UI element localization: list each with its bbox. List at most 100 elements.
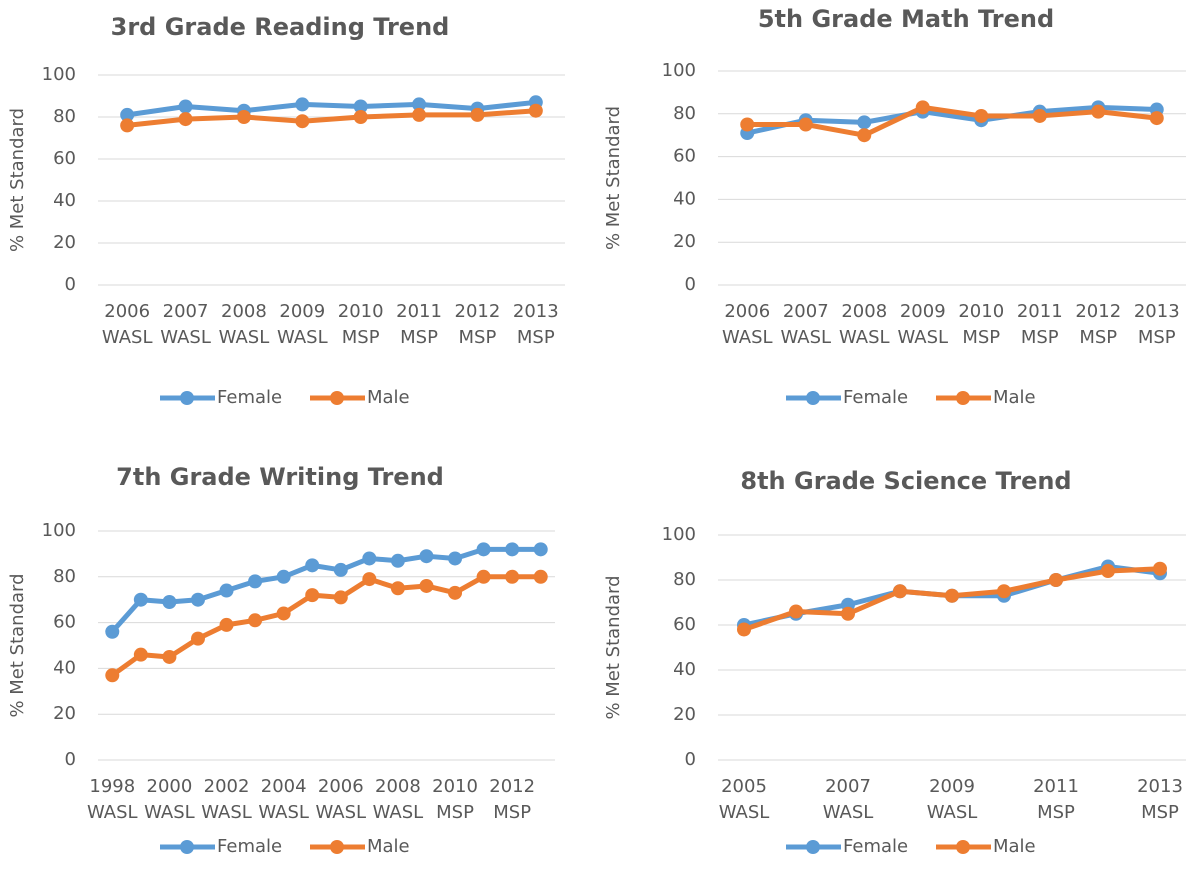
x-tick-label: 2012 MSP <box>1075 301 1122 348</box>
legend-label: Male <box>993 836 1036 857</box>
x-tick-label: 2011 MSP <box>1016 301 1063 348</box>
x-tick-label: 2008 WASL <box>838 301 890 348</box>
y-tick-label: 40 <box>673 659 696 680</box>
x-tick-label: 2013 MSP <box>1137 776 1183 823</box>
data-point <box>945 588 959 603</box>
x-tick-label: 2009 WASL <box>277 301 328 348</box>
legend-marker <box>330 391 344 405</box>
y-tick-label: 60 <box>673 146 696 167</box>
data-point <box>997 584 1011 599</box>
data-point <box>740 117 755 132</box>
data-point <box>133 592 148 607</box>
data-point <box>419 578 434 593</box>
legend-marker <box>956 840 970 854</box>
y-tick-label: 20 <box>53 703 76 724</box>
legend-label: Female <box>217 836 282 857</box>
y-tick-label: 100 <box>662 60 696 81</box>
legend-label: Male <box>993 387 1036 408</box>
x-tick-label: 1998 WASL <box>86 776 138 823</box>
series-line <box>110 546 541 634</box>
data-point <box>105 668 120 683</box>
y-tick-label: 60 <box>53 612 76 633</box>
data-point <box>190 631 205 646</box>
x-tick-label: 2013 MSP <box>1133 301 1180 348</box>
data-point <box>448 551 463 566</box>
data-point <box>448 585 463 600</box>
x-tick-label: 2008 WASL <box>218 301 270 348</box>
series-line <box>110 574 541 678</box>
x-tick-label: 2002 WASL <box>201 776 252 823</box>
y-tick-label: 40 <box>53 657 76 678</box>
x-tick-label: 2005 WASL <box>718 776 770 823</box>
x-tick-label: 2012 MSP <box>489 776 536 823</box>
data-point <box>219 617 234 632</box>
data-point <box>333 562 348 577</box>
data-point <box>162 649 177 664</box>
data-point <box>533 569 548 584</box>
chart: 8th Grade Science Trend % Met Standard 0 20… <box>603 467 1186 857</box>
data-point <box>120 118 135 133</box>
chart-title: 8th Grade Science Trend <box>740 467 1071 495</box>
legend-label: Female <box>217 387 282 408</box>
series-line <box>126 99 537 118</box>
data-point <box>476 569 491 584</box>
y-tick-label: 100 <box>662 524 696 545</box>
data-point <box>105 624 120 639</box>
data-point <box>1091 104 1106 119</box>
data-point <box>412 107 427 122</box>
y-tick-label: 80 <box>673 569 696 590</box>
x-tick-label: 2010 MSP <box>432 776 478 823</box>
data-point <box>333 590 348 605</box>
x-tick-label: 2009 WASL <box>926 776 978 823</box>
chart-title: 3rd Grade Reading Trend <box>111 13 450 41</box>
y-tick-label: 40 <box>673 188 696 209</box>
y-axis-label: % Met Standard <box>603 575 624 719</box>
y-tick-label: 20 <box>673 704 696 725</box>
y-tick-label: 60 <box>53 148 76 169</box>
data-point <box>353 99 368 114</box>
x-tick-label: 2011 MSP <box>396 301 442 348</box>
legend-label: Female <box>843 387 908 408</box>
data-point <box>248 574 263 589</box>
x-tick-label: 2013 MSP <box>512 301 559 348</box>
y-tick-label: 20 <box>53 232 76 253</box>
data-point <box>974 108 989 123</box>
data-point <box>789 604 803 619</box>
y-tick-label: 0 <box>65 274 76 295</box>
data-point <box>528 103 543 118</box>
x-tick-label: 2006 WASL <box>101 301 153 348</box>
data-point <box>505 542 520 557</box>
y-tick-label: 60 <box>673 614 696 635</box>
data-point <box>505 569 520 584</box>
chart: 5th Grade Math Trend % Met Standard 0 20 40 6… <box>603 5 1186 408</box>
data-point <box>219 583 234 598</box>
data-point <box>190 592 205 607</box>
legend-marker <box>956 391 970 405</box>
x-tick-label: 2012 MSP <box>454 301 501 348</box>
y-axis-label: % Met Standard <box>603 106 624 250</box>
data-point <box>390 553 405 568</box>
legend-label: Male <box>367 387 410 408</box>
data-point <box>857 128 872 143</box>
x-tick-label: 2006 WASL <box>721 301 773 348</box>
legend-marker <box>180 840 194 854</box>
data-point <box>1149 111 1164 126</box>
chart-title: 7th Grade Writing Trend <box>116 463 444 491</box>
data-point <box>1032 108 1047 123</box>
legend-marker <box>806 840 820 854</box>
data-point <box>178 112 193 127</box>
data-point <box>419 549 434 564</box>
data-point <box>276 606 291 621</box>
series-line <box>747 104 1158 138</box>
chart-title: 5th Grade Math Trend <box>758 5 1054 33</box>
data-point <box>1101 564 1115 578</box>
data-point <box>362 551 377 566</box>
data-point <box>470 107 485 122</box>
data-point <box>737 622 751 637</box>
x-tick-label: 2004 WASL <box>258 776 309 823</box>
x-tick-label: 2007 WASL <box>780 301 832 348</box>
data-point <box>305 558 320 573</box>
x-tick-label: 2007 WASL <box>822 776 874 823</box>
data-point <box>1153 561 1167 576</box>
